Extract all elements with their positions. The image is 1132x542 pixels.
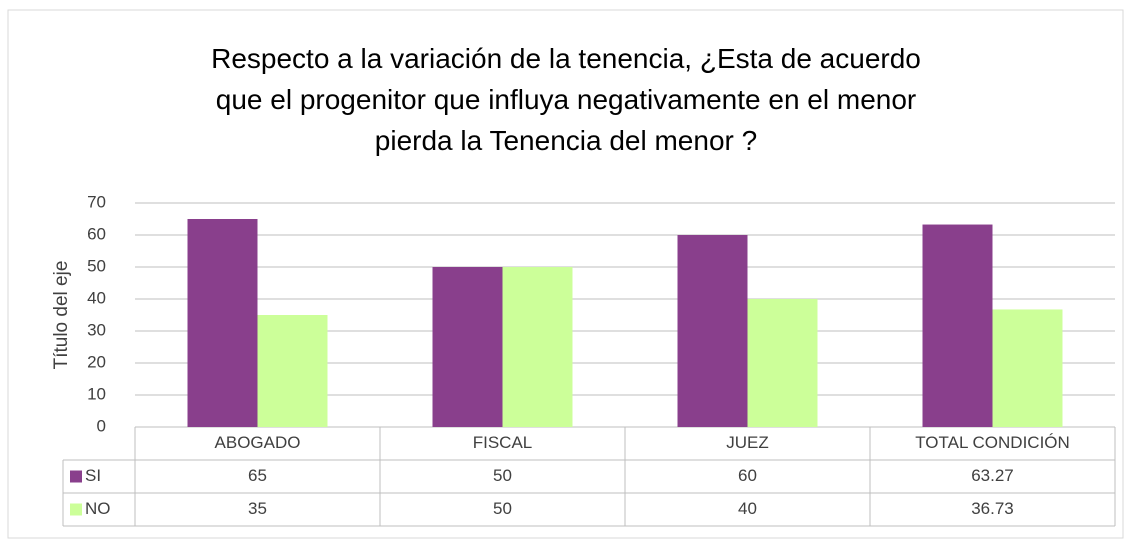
bar [257, 315, 328, 427]
bar [432, 267, 503, 427]
x-tick-label: TOTAL CONDICIÓN [915, 433, 1070, 452]
table-value: 65 [248, 466, 267, 485]
y-tick-label: 0 [97, 416, 106, 435]
table-value: 35 [248, 499, 267, 518]
bar [922, 224, 993, 427]
y-tick-label: 70 [87, 192, 106, 211]
chart-title-box: Respecto a la variación de la tenencia, … [116, 38, 1016, 161]
y-tick-label: 60 [87, 224, 106, 243]
legend-swatch [70, 503, 82, 516]
table-value: 63.27 [971, 466, 1014, 485]
table-value: 36.73 [971, 499, 1014, 518]
chart-title: Respecto a la variación de la tenencia, … [211, 43, 921, 156]
y-tick-label: 30 [87, 320, 106, 339]
x-tick-label: ABOGADO [215, 433, 301, 452]
table-value: 50 [493, 466, 512, 485]
legend-label: NO [85, 499, 111, 518]
y-tick-label: 20 [87, 352, 106, 371]
bar [502, 267, 573, 427]
y-tick-label: 10 [87, 384, 106, 403]
table-value: 40 [738, 499, 757, 518]
y-tick-label: 40 [87, 288, 106, 307]
x-tick-label: JUEZ [726, 433, 769, 452]
bar [677, 235, 748, 427]
x-tick-label: FISCAL [473, 433, 533, 452]
y-tick-label: 50 [87, 256, 106, 275]
table-value: 50 [493, 499, 512, 518]
bar [187, 219, 258, 427]
legend-swatch [70, 470, 82, 483]
table-value: 60 [738, 466, 757, 485]
bar [992, 309, 1063, 427]
chart-border [7, 9, 1124, 539]
y-axis-label: Título del eje [51, 261, 72, 370]
legend-label: SI [85, 466, 101, 485]
bar [747, 299, 818, 427]
